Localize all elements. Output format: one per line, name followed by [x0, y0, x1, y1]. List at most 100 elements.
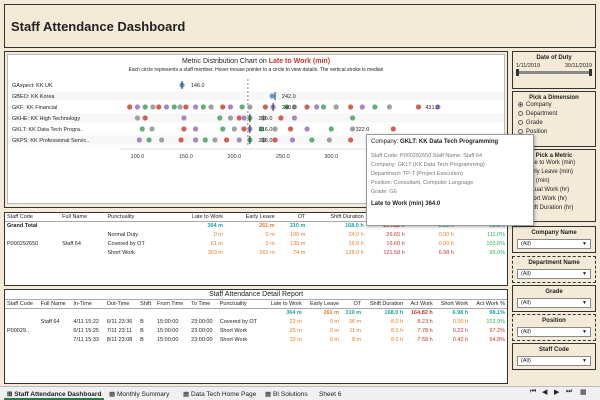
- last-sheet-icon[interactable]: ⏭: [566, 388, 573, 395]
- data-point[interactable]: [180, 115, 187, 122]
- data-point[interactable]: [289, 136, 296, 143]
- data-point[interactable]: [313, 104, 320, 111]
- grade-dropdown[interactable]: (All) ▼: [517, 298, 591, 308]
- table-row[interactable]: P000292650 Staff 64 Covered by OT 61 m 0 m 13…: [5, 240, 507, 249]
- radio-icon[interactable]: [518, 101, 523, 107]
- data-point[interactable]: [304, 125, 311, 132]
- data-point[interactable]: [158, 136, 165, 143]
- staff-code-dropdown[interactable]: (All) ▼: [517, 356, 591, 366]
- data-point[interactable]: [326, 136, 333, 143]
- data-point[interactable]: [371, 104, 378, 111]
- data-point[interactable]: [291, 115, 298, 122]
- data-point[interactable]: [134, 104, 141, 111]
- distribution-chart[interactable]: GAspect: KK UK GBEO: KK Korea GKF: KK Fina…: [8, 55, 506, 205]
- data-point[interactable]: [149, 104, 156, 111]
- data-point[interactable]: [126, 104, 133, 111]
- date-slider-end-handle[interactable]: [589, 69, 592, 76]
- first-sheet-icon[interactable]: ⏮: [530, 388, 537, 395]
- data-point[interactable]: [208, 104, 215, 111]
- data-point[interactable]: [283, 104, 290, 111]
- data-point[interactable]: [219, 104, 226, 111]
- data-point[interactable]: [260, 136, 267, 143]
- date-to[interactable]: 30/11/2019: [564, 63, 592, 69]
- data-point[interactable]: [328, 125, 335, 132]
- table-row[interactable]: Normal Duty 0 m 0 m 106 m 24.0 h 26.65 h 0.00 …: [5, 231, 507, 240]
- tab-sheet-6[interactable]: Sheet 6: [316, 389, 344, 400]
- data-point[interactable]: [192, 125, 199, 132]
- data-point[interactable]: [347, 104, 354, 111]
- data-point[interactable]: [216, 115, 223, 122]
- data-point[interactable]: [304, 104, 311, 111]
- data-point[interactable]: [241, 115, 248, 122]
- data-point[interactable]: [333, 104, 340, 111]
- data-point[interactable]: [202, 136, 209, 143]
- data-point[interactable]: [434, 104, 441, 111]
- data-point[interactable]: [269, 93, 276, 100]
- data-point[interactable]: [192, 136, 199, 143]
- table-row[interactable]: Short Work 303 m 261 m 74 m 128.0 h 121.58 h 6…: [5, 249, 507, 258]
- date-from[interactable]: 1/11/2019: [516, 63, 541, 69]
- data-point[interactable]: [258, 125, 265, 132]
- data-point[interactable]: [142, 104, 149, 111]
- data-point[interactable]: [359, 104, 366, 111]
- data-point[interactable]: [177, 104, 184, 111]
- data-point[interactable]: [349, 125, 356, 132]
- data-point[interactable]: [227, 104, 234, 111]
- date-slider[interactable]: [516, 69, 592, 76]
- radio-icon[interactable]: [518, 119, 523, 125]
- data-point[interactable]: [134, 115, 141, 122]
- data-point[interactable]: [182, 104, 189, 111]
- data-point[interactable]: [148, 125, 155, 132]
- data-point[interactable]: [236, 136, 243, 143]
- data-point[interactable]: [142, 115, 149, 122]
- data-point[interactable]: [277, 115, 284, 122]
- grid-view-icon[interactable]: ▦: [580, 389, 587, 396]
- data-point[interactable]: [239, 104, 246, 111]
- table-row[interactable]: 7/11 15:33 8/11 23:08 B 15:00:00 23:00:00 Sho…: [5, 336, 507, 345]
- data-point[interactable]: [219, 125, 226, 132]
- data-point[interactable]: [155, 104, 162, 111]
- data-point[interactable]: [192, 104, 199, 111]
- data-point[interactable]: [260, 115, 267, 122]
- dimension-option[interactable]: Company: [513, 101, 595, 110]
- data-point[interactable]: [308, 136, 315, 143]
- dimension-option[interactable]: Position: [513, 128, 595, 137]
- data-point[interactable]: [272, 125, 279, 132]
- data-point[interactable]: [163, 104, 170, 111]
- date-slider-start-handle[interactable]: [516, 69, 519, 76]
- data-point[interactable]: [291, 104, 298, 111]
- next-sheet-icon[interactable]: ▶: [554, 389, 560, 396]
- dimension-option[interactable]: Department: [513, 110, 595, 119]
- data-point[interactable]: [180, 125, 187, 132]
- data-point[interactable]: [386, 104, 393, 111]
- tab-bi-solutions[interactable]: ▦ BI Solutions: [262, 389, 311, 400]
- tab-staff-attendance-dashboard[interactable]: ⊞ Staff Attendance Dashboard: [4, 389, 105, 400]
- position-dropdown[interactable]: (All) ▼: [517, 327, 591, 337]
- data-point[interactable]: [178, 136, 185, 143]
- table-row[interactable]: Staff 64 4/11 15:22 6/11 23:36 B 15:00:00 23:…: [5, 318, 507, 327]
- company-dropdown[interactable]: (All) ▼: [517, 239, 591, 249]
- data-point[interactable]: [320, 104, 327, 111]
- tab-monthly-summary[interactable]: ▦ Monthly Summary: [106, 389, 172, 400]
- radio-icon[interactable]: [518, 110, 523, 116]
- radio-icon[interactable]: [518, 128, 523, 134]
- previous-sheet-icon[interactable]: ◀: [542, 389, 548, 396]
- data-point[interactable]: [136, 136, 143, 143]
- data-point[interactable]: [227, 115, 234, 122]
- data-point[interactable]: [241, 125, 248, 132]
- data-point[interactable]: [287, 125, 294, 132]
- tab-data-tech-home-page[interactable]: ▦ Data Tech Home Page: [180, 389, 259, 400]
- data-point[interactable]: [139, 125, 146, 132]
- data-point[interactable]: [246, 104, 253, 111]
- table-row[interactable]: P00029.. 6/11 15:25 7/11 23:11 B 15:00:00 23:…: [5, 327, 507, 336]
- data-point[interactable]: [349, 115, 356, 122]
- data-point[interactable]: [390, 125, 397, 132]
- data-point[interactable]: [262, 104, 269, 111]
- data-point[interactable]: [223, 136, 230, 143]
- department-dropdown[interactable]: (All) ▼: [517, 269, 591, 279]
- data-point[interactable]: [347, 136, 354, 143]
- data-point[interactable]: [171, 104, 178, 111]
- dimension-option[interactable]: Grade: [513, 119, 595, 128]
- data-point[interactable]: [272, 136, 279, 143]
- data-point[interactable]: [211, 136, 218, 143]
